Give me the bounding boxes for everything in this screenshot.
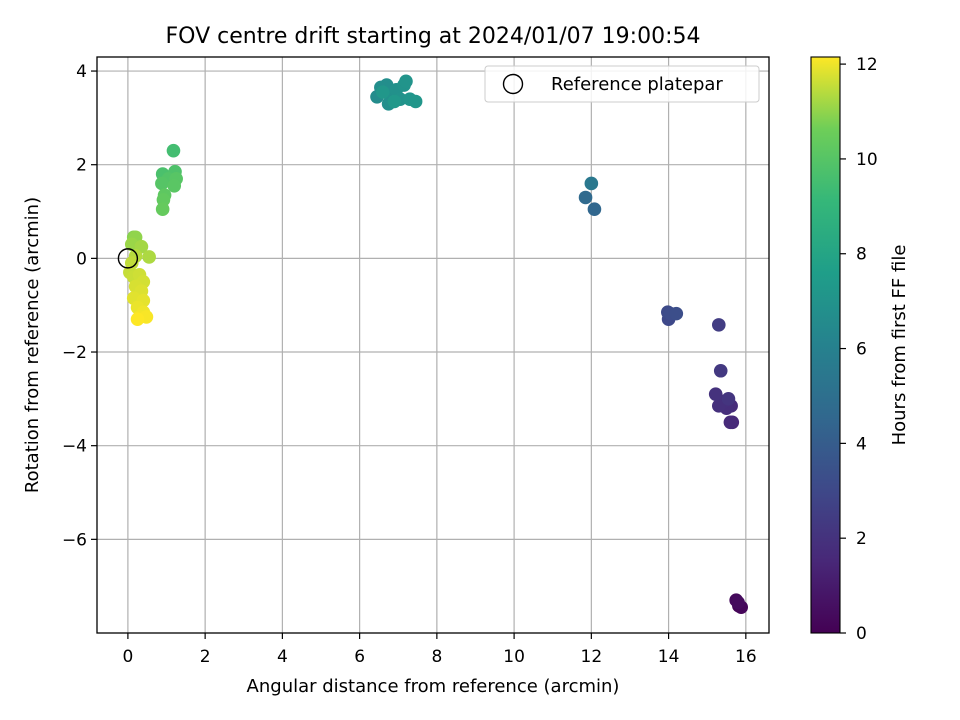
y-tick-label: −4 (62, 437, 87, 457)
data-point (584, 176, 599, 191)
data-point (142, 250, 156, 264)
x-tick-label: 16 (735, 647, 757, 667)
data-point (399, 74, 413, 89)
data-point (721, 392, 736, 406)
colorbar-tick-label: 10 (856, 150, 878, 170)
data-points (123, 74, 748, 615)
x-tick-label: 10 (503, 647, 525, 667)
data-point (155, 176, 169, 191)
colorbar: 0 2 4 6 8 10 12 Hours from first FF file (810, 55, 910, 644)
x-tick-label: 4 (277, 647, 288, 667)
data-point (166, 143, 181, 158)
x-axis-ticks: 0 2 4 6 8 10 12 14 16 (122, 633, 757, 667)
x-tick-label: 14 (658, 647, 680, 667)
y-axis-ticks: −6 −4 −2 0 2 4 (62, 62, 97, 550)
data-point (731, 595, 745, 610)
reference-platepar-marker (117, 248, 139, 269)
colorbar-ticks: 0 2 4 6 8 10 12 (840, 55, 878, 644)
data-point (669, 306, 684, 321)
data-point (723, 415, 738, 430)
data-point (130, 312, 145, 327)
y-axis-label: Rotation from reference (arcmin) (22, 197, 43, 493)
data-point (708, 387, 723, 401)
x-tick-label: 0 (122, 647, 133, 667)
plot-frame (96, 56, 770, 634)
x-axis-label: Angular distance from reference (arcmin) (247, 676, 620, 697)
data-point (587, 202, 602, 216)
x-tick-label: 8 (431, 647, 442, 667)
colorbar-gradient (810, 56, 841, 634)
colorbar-tick-label: 2 (856, 529, 867, 549)
colorbar-label: Hours from first FF file (889, 245, 910, 446)
reference-point-layer (117, 248, 139, 269)
data-point (387, 94, 402, 109)
data-point (155, 202, 170, 216)
data-point (578, 190, 593, 205)
legend-label-reference: Reference platepar (551, 74, 723, 95)
x-tick-label: 2 (200, 647, 211, 667)
y-tick-label: −2 (62, 343, 87, 363)
data-point (408, 94, 423, 109)
grid-lines (97, 57, 769, 633)
data-point (711, 318, 726, 332)
data-point (713, 363, 728, 378)
data-point (167, 178, 182, 193)
colorbar-tick-label: 12 (856, 55, 878, 75)
y-tick-label: 0 (76, 249, 87, 269)
legend-marker-reference (502, 73, 524, 95)
y-tick-label: −6 (62, 530, 87, 550)
y-tick-label: 4 (76, 62, 87, 82)
colorbar-tick-label: 6 (856, 340, 867, 360)
colorbar-tick-label: 4 (856, 434, 867, 454)
y-tick-label: 2 (76, 156, 87, 176)
x-tick-label: 12 (581, 647, 603, 667)
data-point (375, 85, 390, 99)
colorbar-tick-label: 0 (856, 624, 867, 644)
colorbar-tick-label: 8 (856, 245, 867, 265)
chart-title: FOV centre drift starting at 2024/01/07 … (166, 24, 701, 49)
data-point (711, 399, 726, 413)
legend: Reference platepar (484, 65, 760, 103)
legend-box (484, 65, 760, 103)
x-tick-label: 6 (354, 647, 365, 667)
